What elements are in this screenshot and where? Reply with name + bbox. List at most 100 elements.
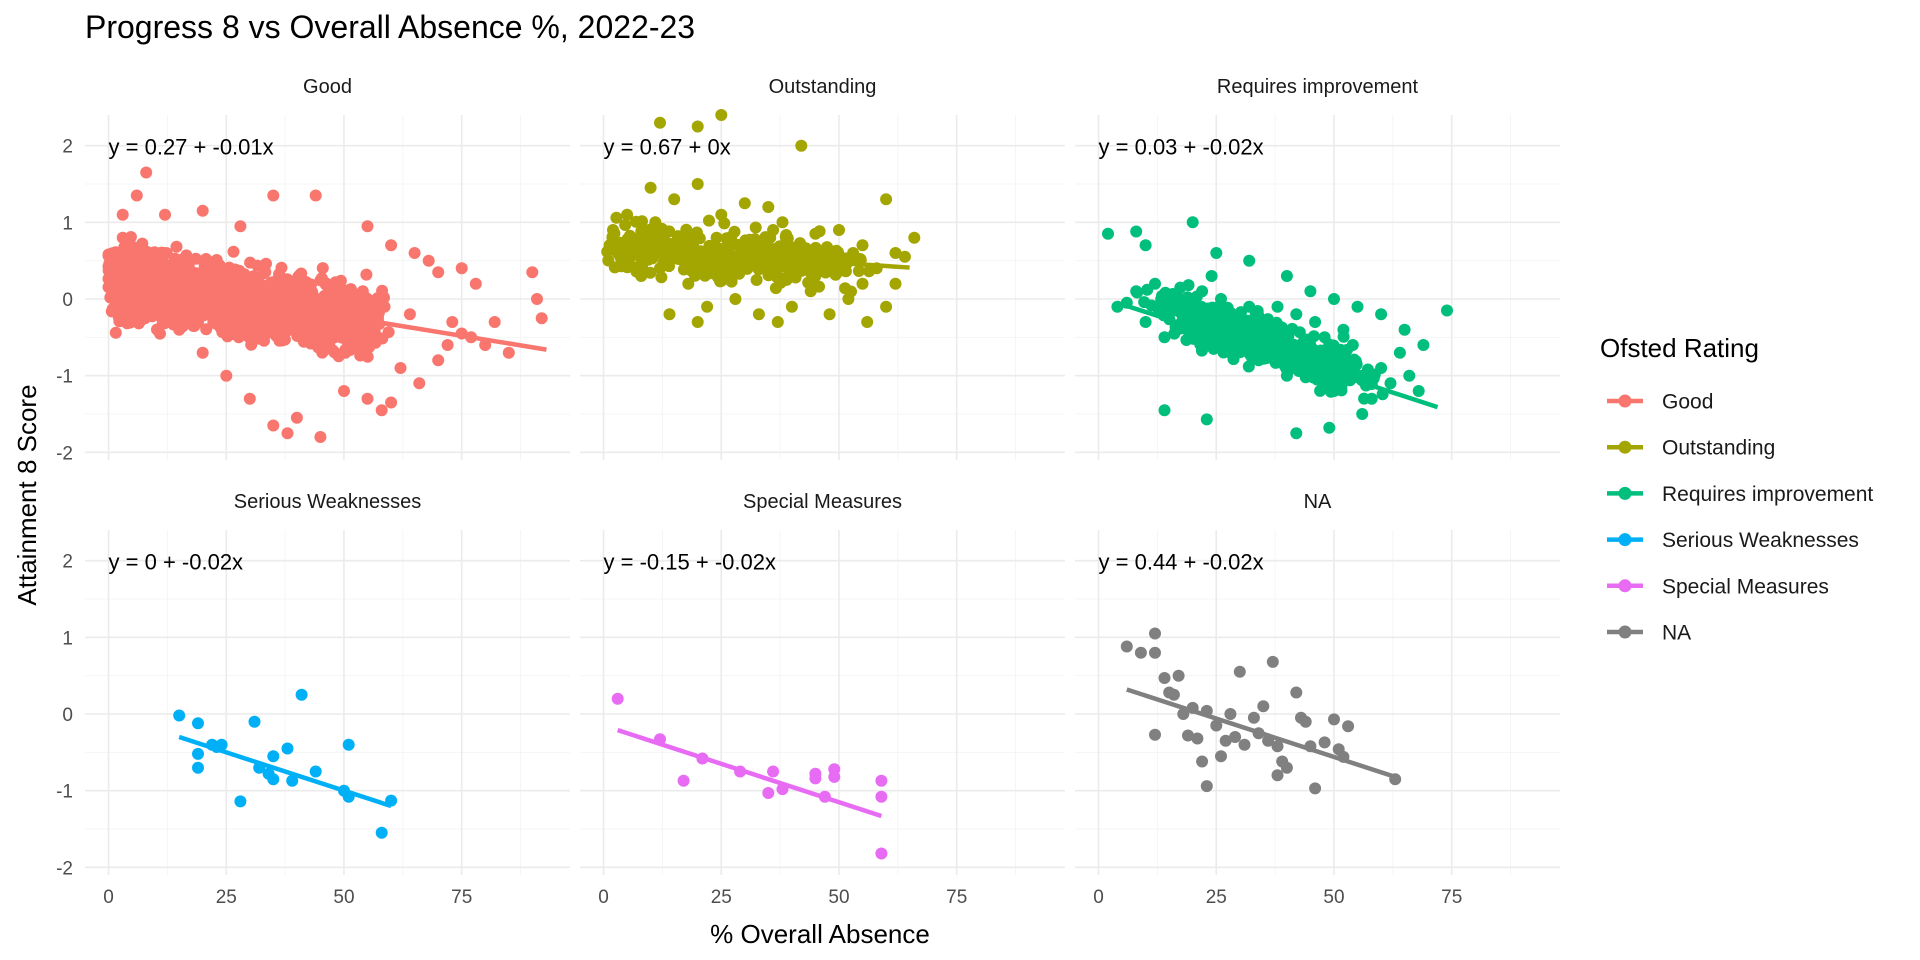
data-point xyxy=(875,847,888,860)
data-point xyxy=(1210,247,1223,259)
data-point xyxy=(294,328,307,341)
data-point xyxy=(267,750,280,763)
data-point xyxy=(852,265,865,277)
data-point xyxy=(1328,377,1341,390)
legend-item-good: Good xyxy=(1607,391,1713,414)
data-point xyxy=(275,314,288,327)
data-point xyxy=(875,790,888,803)
data-point xyxy=(1155,293,1168,306)
data-point xyxy=(1398,323,1411,336)
regression-equation: y = 0.03 + -0.02x xyxy=(1099,135,1264,160)
facet-requires-improvement: Requires improvement y = 0.03 + -0.02x xyxy=(1075,76,1560,460)
data-point xyxy=(114,266,127,279)
data-point xyxy=(1166,288,1179,300)
data-point xyxy=(165,305,177,318)
data-point xyxy=(403,308,416,321)
data-point xyxy=(644,223,657,236)
data-point xyxy=(112,251,125,264)
data-point xyxy=(1120,640,1133,653)
facet-label: Outstanding xyxy=(769,76,877,98)
x-tick-label: 0 xyxy=(1093,887,1104,908)
legend-item-na: NA xyxy=(1607,622,1691,645)
data-point xyxy=(856,277,869,290)
data-point xyxy=(267,773,280,786)
y-tick-label: 1 xyxy=(62,213,73,234)
data-point xyxy=(281,427,294,440)
data-point xyxy=(1166,300,1179,313)
data-point xyxy=(611,692,624,705)
data-point xyxy=(663,308,676,321)
data-point xyxy=(785,259,798,272)
data-point xyxy=(259,266,272,278)
data-point xyxy=(633,234,646,247)
data-point xyxy=(655,233,668,246)
legend-item-outstanding: Outstanding xyxy=(1607,437,1775,460)
data-point xyxy=(312,293,325,306)
data-point xyxy=(619,219,632,231)
data-point xyxy=(292,277,305,290)
data-point xyxy=(621,208,634,221)
data-point xyxy=(1367,372,1380,385)
data-point xyxy=(109,326,122,339)
x-tick-label: 50 xyxy=(333,887,354,908)
facet-label: Good xyxy=(303,76,352,98)
panel-background xyxy=(85,530,570,875)
data-point xyxy=(348,334,361,347)
data-point xyxy=(1309,782,1322,795)
data-point xyxy=(422,254,435,267)
data-point xyxy=(1149,646,1161,659)
legend-label: Requires improvement xyxy=(1662,483,1873,506)
data-point xyxy=(136,237,149,250)
legend-key-point xyxy=(1618,486,1632,500)
data-point xyxy=(394,362,407,374)
chart-title: Progress 8 vs Overall Absence %, 2022-23 xyxy=(85,9,695,45)
data-point xyxy=(321,279,334,291)
data-point xyxy=(1212,341,1224,354)
data-point xyxy=(646,238,659,251)
points-requires-improvement xyxy=(1102,216,1453,440)
fit-line xyxy=(1116,300,1439,410)
data-point xyxy=(234,220,247,233)
data-point xyxy=(333,295,345,308)
data-point xyxy=(769,282,782,295)
data-point xyxy=(1158,672,1171,684)
data-point xyxy=(1233,321,1246,334)
data-point xyxy=(729,293,742,305)
y-tick-label: -1 xyxy=(56,367,73,388)
data-point xyxy=(1261,313,1274,326)
data-point xyxy=(1290,308,1303,321)
x-axis-title: % Overall Absence xyxy=(710,919,930,949)
fit-line xyxy=(178,734,392,809)
data-point xyxy=(363,304,376,317)
data-point xyxy=(323,314,336,327)
data-point xyxy=(140,253,153,266)
data-point xyxy=(1282,329,1295,342)
data-point xyxy=(469,277,482,290)
facet-panels: Good y = 0.27 + -0.01x -2 -1 0 1 2 Outstanding y… xyxy=(56,76,1560,908)
data-point xyxy=(200,323,213,336)
data-point xyxy=(776,216,789,229)
data-point xyxy=(167,318,180,331)
data-point xyxy=(644,266,657,279)
data-point xyxy=(781,244,794,257)
data-point xyxy=(684,255,697,268)
data-point xyxy=(207,268,220,281)
data-point xyxy=(192,747,204,760)
data-point xyxy=(210,259,223,272)
data-point xyxy=(1231,309,1244,322)
data-point xyxy=(290,411,303,424)
data-point xyxy=(863,265,876,278)
data-point xyxy=(1278,358,1291,370)
legend-item-special-measures: Special Measures xyxy=(1607,575,1829,598)
data-point xyxy=(1349,355,1362,368)
data-point xyxy=(1299,335,1312,348)
data-point xyxy=(151,302,164,315)
data-point xyxy=(1318,736,1331,749)
data-point xyxy=(289,290,302,302)
x-tick-label: 25 xyxy=(216,887,237,908)
data-point xyxy=(1234,330,1247,343)
data-point xyxy=(1172,669,1185,682)
panel-background xyxy=(1075,530,1560,875)
data-point xyxy=(703,214,715,227)
